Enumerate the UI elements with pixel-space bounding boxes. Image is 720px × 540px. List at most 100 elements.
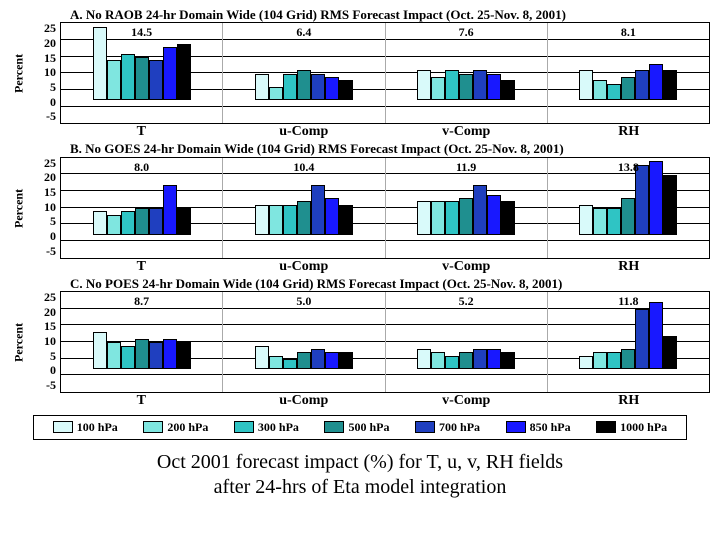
bar-group: 8.7 — [61, 292, 223, 392]
y-tick: 10 — [44, 335, 56, 347]
y-tick: 0 — [50, 230, 56, 242]
bar — [593, 80, 607, 100]
figure: A. No RAOB 24-hr Domain Wide (104 Grid) … — [10, 8, 710, 500]
bar — [635, 309, 649, 369]
figure-caption: Oct 2001 forecast impact (%) for T, u, v… — [10, 450, 710, 500]
y-tick: 15 — [44, 186, 56, 198]
legend-item: 500 hPa — [324, 420, 389, 435]
bar — [107, 215, 121, 235]
caption-line-2: after 24-hrs of Eta model integration — [10, 475, 710, 500]
bar — [255, 74, 269, 101]
bar — [501, 352, 515, 369]
bar — [177, 44, 191, 101]
bar — [325, 77, 339, 100]
bar — [297, 70, 311, 100]
legend-label: 500 hPa — [348, 420, 389, 435]
y-tick: 5 — [50, 350, 56, 362]
bar — [311, 185, 325, 235]
bar — [445, 356, 459, 369]
bar — [487, 74, 501, 101]
bar — [417, 349, 431, 369]
panel-title-B: B. No GOES 24-hr Domain Wide (104 Grid) … — [10, 142, 710, 156]
bar — [107, 60, 121, 100]
bar — [487, 349, 501, 369]
bar — [283, 205, 297, 235]
bar-group: 14.5 — [61, 23, 223, 123]
x-label: v-Comp — [385, 393, 548, 409]
plot-area: 8.75.05.211.8 — [60, 291, 710, 393]
bar — [621, 349, 635, 369]
bar — [635, 70, 649, 100]
legend-label: 850 hPa — [530, 420, 571, 435]
legend-item: 200 hPa — [143, 420, 208, 435]
group-value-label: 5.0 — [223, 294, 384, 309]
x-label: T — [60, 124, 223, 140]
y-tick: -5 — [46, 379, 56, 391]
group-value-label: 11.9 — [386, 160, 547, 175]
group-value-label: 14.5 — [61, 25, 222, 40]
x-label: RH — [548, 259, 711, 275]
bar — [93, 332, 107, 369]
bar — [607, 208, 621, 235]
y-tick: 0 — [50, 364, 56, 376]
bar-group: 11.9 — [386, 158, 548, 258]
y-axis-label: Percent — [10, 22, 28, 124]
y-tick: 5 — [50, 215, 56, 227]
bar — [149, 342, 163, 369]
bar — [607, 84, 621, 101]
bar-group: 13.8 — [548, 158, 709, 258]
bar — [135, 208, 149, 235]
legend-swatch — [324, 421, 344, 433]
y-ticks: 2520151050-5 — [28, 22, 60, 122]
x-label: u-Comp — [223, 259, 386, 275]
bar — [177, 208, 191, 235]
x-label: u-Comp — [223, 393, 386, 409]
bar — [93, 211, 107, 234]
bar — [325, 198, 339, 235]
y-ticks: 2520151050-5 — [28, 157, 60, 257]
bar — [149, 208, 163, 235]
bar — [311, 349, 325, 369]
bar — [459, 74, 473, 101]
panel-B: B. No GOES 24-hr Domain Wide (104 Grid) … — [10, 142, 710, 274]
bar-group: 6.4 — [223, 23, 385, 123]
legend: 100 hPa200 hPa300 hPa500 hPa700 hPa850 h… — [33, 415, 687, 440]
x-label: v-Comp — [385, 124, 548, 140]
bar — [501, 80, 515, 100]
y-tick: 20 — [44, 37, 56, 49]
group-value-label: 13.8 — [548, 160, 709, 175]
bar — [579, 70, 593, 100]
bar — [269, 356, 283, 369]
legend-item: 300 hPa — [234, 420, 299, 435]
y-tick: 25 — [44, 157, 56, 169]
y-axis-label: Percent — [10, 291, 28, 393]
bar — [593, 352, 607, 369]
bar-group: 5.2 — [386, 292, 548, 392]
bar — [649, 64, 663, 101]
legend-swatch — [53, 421, 73, 433]
bar-group: 10.4 — [223, 158, 385, 258]
y-tick: 15 — [44, 320, 56, 332]
x-labels: Tu-Compv-CompRH — [60, 124, 710, 140]
group-value-label: 5.2 — [386, 294, 547, 309]
bar — [121, 54, 135, 101]
legend-label: 200 hPa — [167, 420, 208, 435]
bar — [269, 87, 283, 100]
bar-group: 8.0 — [61, 158, 223, 258]
y-tick: 25 — [44, 22, 56, 34]
bar — [445, 70, 459, 100]
y-tick: 25 — [44, 291, 56, 303]
legend-label: 1000 hPa — [620, 420, 667, 435]
legend-label: 300 hPa — [258, 420, 299, 435]
y-tick: 15 — [44, 52, 56, 64]
bar — [135, 57, 149, 100]
bar — [121, 346, 135, 369]
legend-item: 700 hPa — [415, 420, 480, 435]
bar — [621, 198, 635, 235]
group-value-label: 10.4 — [223, 160, 384, 175]
bar — [621, 77, 635, 100]
legend-label: 700 hPa — [439, 420, 480, 435]
group-value-label: 6.4 — [223, 25, 384, 40]
bar — [445, 201, 459, 234]
bar — [283, 359, 297, 369]
